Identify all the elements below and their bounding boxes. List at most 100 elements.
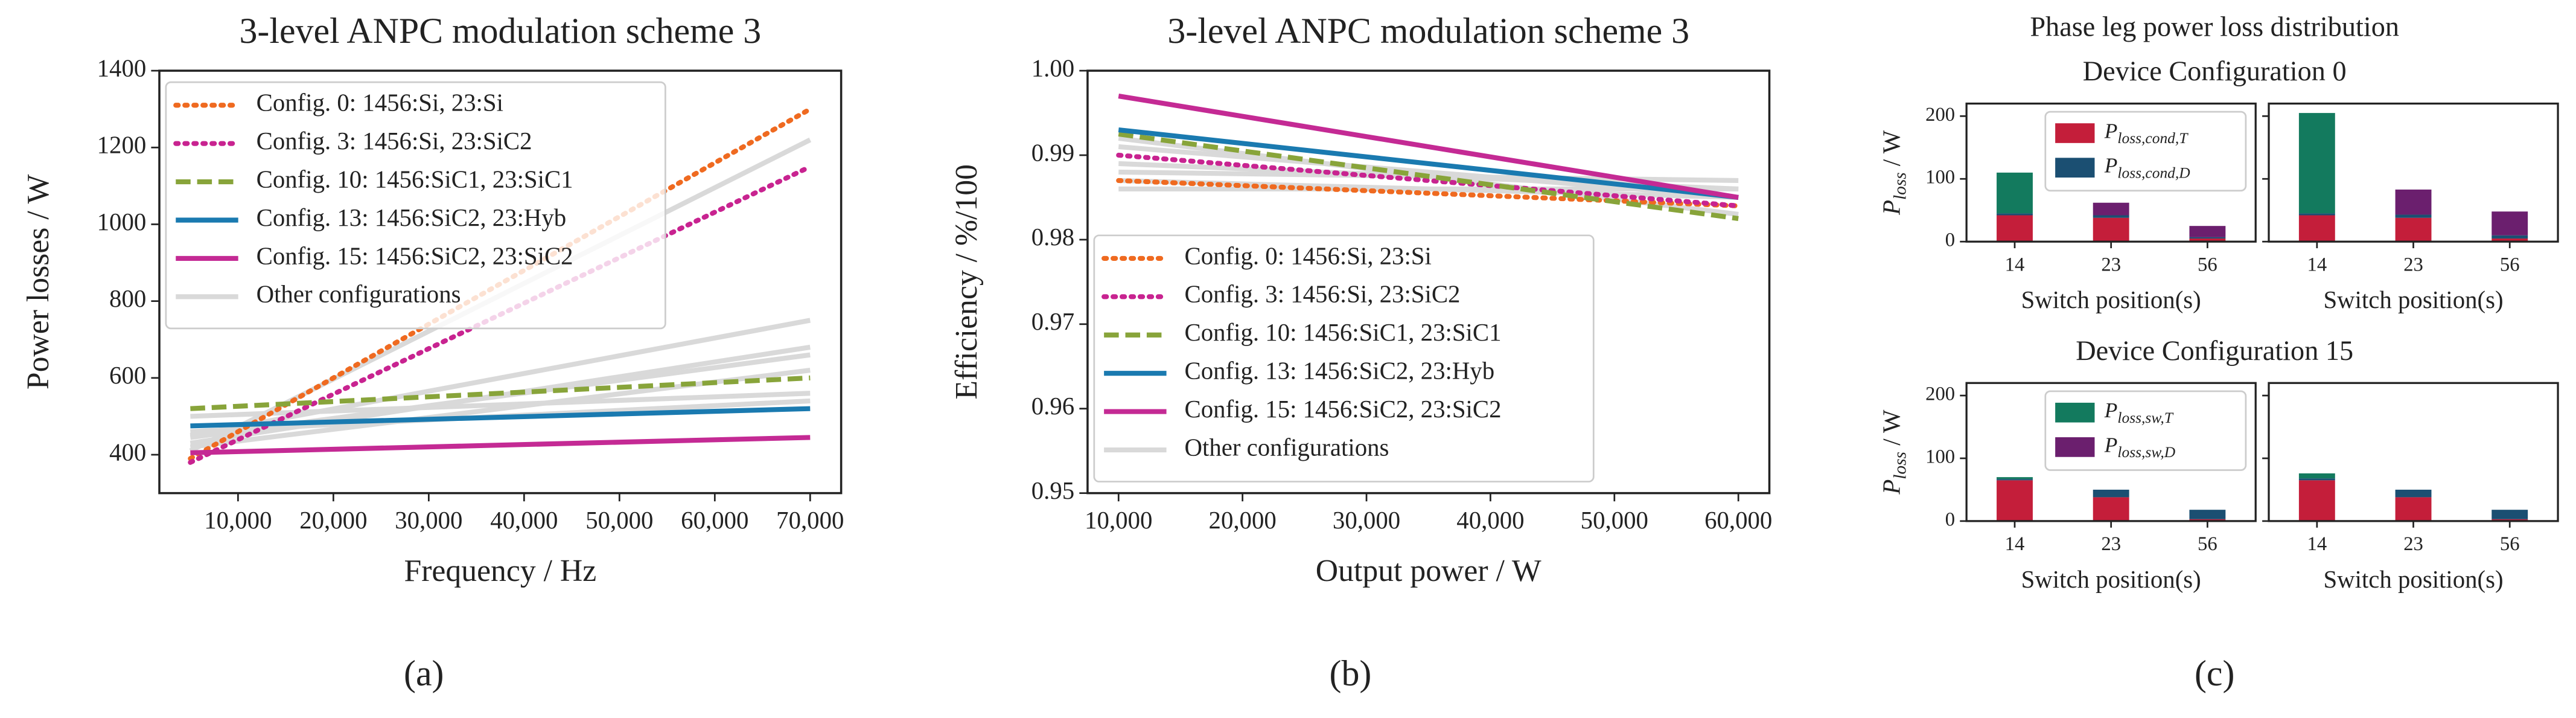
x-tick-label: 40,000: [490, 507, 558, 534]
y-tick-label: 0.98: [1031, 223, 1074, 251]
x-tick-label: 10,000: [1085, 507, 1152, 534]
series-line: [1118, 127, 1739, 200]
legend-label: Config. 3: 1456:Si, 23:SiC2: [1185, 281, 1461, 308]
bar-segment: [2298, 113, 2335, 214]
x-tick-label: 56: [2500, 533, 2520, 555]
subplot-title: Device Configuration 0: [2083, 56, 2347, 87]
chart-title: 3-level ANPC modulation scheme 3: [1167, 11, 1689, 51]
series-line: [190, 435, 811, 455]
y-tick-label: 600: [109, 362, 146, 389]
y-tick-label: 0.97: [1031, 308, 1074, 335]
plot-frame: [1965, 382, 2257, 522]
x-axis-label: Switch position(s): [2021, 286, 2201, 313]
x-axis-label: Frequency / Hz: [404, 554, 596, 588]
bar-segment: [2093, 497, 2129, 521]
x-tick-label: 56: [2500, 254, 2520, 275]
bar-segment: [2298, 478, 2335, 481]
x-tick-label: 23: [2403, 533, 2423, 555]
y-tick-label: 100: [1925, 446, 1955, 467]
y-tick-label: 0.99: [1031, 139, 1074, 166]
legend-swatch: [2055, 158, 2095, 178]
symbol: P: [1878, 479, 1905, 495]
figure-title: Phase leg power loss distribution: [2030, 12, 2399, 43]
symbol: P: [2104, 153, 2118, 178]
plot-frame: [1965, 102, 2257, 243]
x-axis-label: Switch position(s): [2021, 566, 2201, 593]
y-tick-label: 400: [109, 438, 146, 466]
bar-segment: [2093, 217, 2129, 242]
bar-segment: [2093, 489, 2129, 498]
plot-frame: [158, 69, 843, 495]
bar-segment: [2492, 235, 2528, 239]
symbol: P: [1878, 200, 1905, 216]
x-tick-label: 70,000: [776, 507, 844, 534]
bar-segment: [2395, 217, 2432, 242]
legend-box: [2044, 111, 2247, 192]
unit: / W: [1878, 409, 1905, 452]
y-tick-label: 200: [1925, 104, 1955, 126]
plot-frame: [1086, 69, 1771, 495]
subscript: loss,cond,D: [2117, 164, 2190, 181]
x-tick-label: 10,000: [204, 507, 272, 534]
legend-label: Ploss,cond,T: [2104, 119, 2189, 147]
other-line: [190, 391, 811, 419]
x-tick-label: 60,000: [681, 507, 748, 534]
x-tick-label: 56: [2198, 533, 2217, 555]
x-tick-label: 20,000: [299, 507, 367, 534]
subscript: loss,sw,T: [2117, 409, 2173, 426]
bar-segment: [1997, 172, 2033, 214]
bar-segment: [2189, 510, 2226, 519]
legend-label: Config. 15: 1456:SiC2, 23:SiC2: [1185, 396, 1502, 423]
bar-segment: [2492, 211, 2528, 236]
series-line: [190, 375, 811, 411]
legend-label: Config. 13: 1456:SiC2, 23:Hyb: [1185, 357, 1495, 385]
x-tick-label: 30,000: [1333, 507, 1400, 534]
chart-title: 3-level ANPC modulation scheme 3: [239, 11, 761, 51]
x-tick-label: 50,000: [585, 507, 653, 534]
legend-label: Ploss,sw,D: [2104, 433, 2175, 461]
x-tick-label: 50,000: [1581, 507, 1648, 534]
x-tick-label: 40,000: [1456, 507, 1524, 534]
bar-segment: [1997, 480, 2033, 521]
legend-label: Other configurations: [257, 281, 461, 308]
legend-label: Ploss,cond,D: [2104, 153, 2190, 181]
x-tick-label: 14: [2307, 533, 2327, 555]
x-tick-label: 23: [2403, 254, 2423, 275]
y-tick-label: 1400: [97, 54, 147, 82]
y-tick-label: 0: [1945, 508, 1955, 530]
legend-box: [1093, 234, 1595, 482]
series-line: [1118, 94, 1739, 200]
bar-segment: [2395, 489, 2432, 498]
bar-segment: [2492, 238, 2528, 242]
bar-segment: [2298, 480, 2335, 521]
unit: / W: [1878, 130, 1905, 172]
series-line: [1118, 131, 1739, 221]
bar-segment: [2189, 237, 2226, 239]
panel-label: (b): [1330, 653, 1372, 693]
other-line: [190, 368, 811, 450]
legend-label: Config. 3: 1456:Si, 23:SiC2: [257, 127, 532, 155]
x-tick-label: 30,000: [395, 507, 462, 534]
y-axis-label: Ploss / W: [1878, 130, 1910, 216]
bar-segment: [2492, 510, 2528, 519]
bar-segment: [1997, 215, 2033, 242]
legend-label: Config. 0: 1456:Si, 23:Si: [257, 89, 503, 117]
x-tick-label: 56: [2198, 254, 2217, 275]
subscript: loss,sw,D: [2117, 443, 2175, 461]
x-tick-label: 14: [2307, 254, 2327, 275]
bar-segment: [2189, 226, 2226, 237]
bar-segment: [1997, 477, 2033, 479]
legend-label: Config. 15: 1456:SiC2, 23:SiC2: [257, 242, 573, 269]
y-tick-label: 1000: [97, 208, 147, 236]
series-line: [1116, 152, 1741, 209]
y-axis-label: Efficiency / %/100: [949, 164, 984, 400]
y-tick-label: 800: [109, 285, 146, 312]
bar-segment: [2298, 473, 2335, 479]
y-tick-label: 200: [1925, 383, 1955, 405]
x-tick-label: 14: [2005, 254, 2025, 275]
y-tick-label: 0.95: [1031, 477, 1074, 504]
x-tick-label: 60,000: [1704, 507, 1772, 534]
x-tick-label: 23: [2101, 254, 2121, 275]
